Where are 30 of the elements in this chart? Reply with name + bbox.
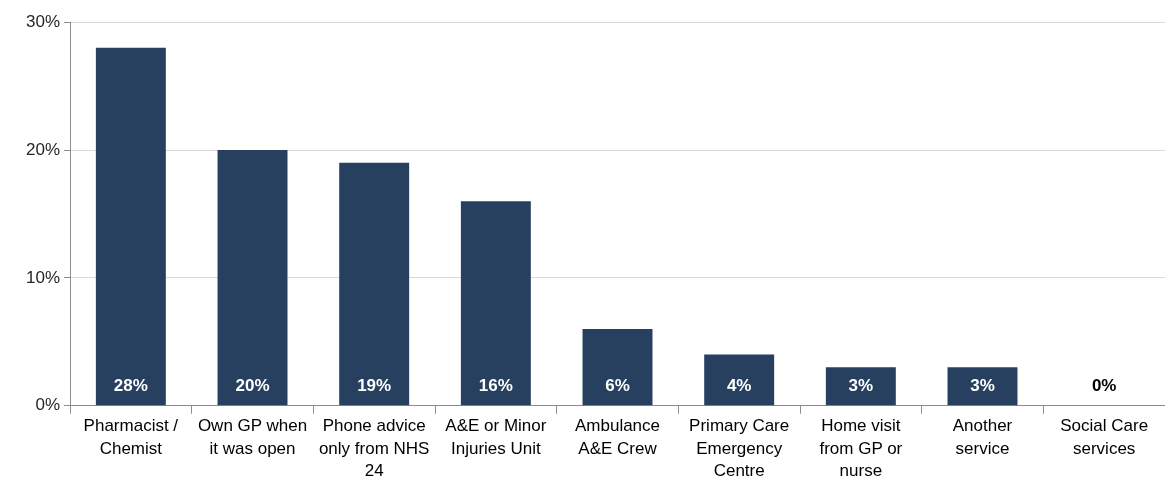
data-label: 0% — [1091, 376, 1117, 396]
y-tick-label: 10% — [25, 267, 61, 287]
x-tick-label: Phone advice only from NHS 24 — [318, 416, 430, 480]
bar — [947, 367, 1018, 406]
x-tick-label: Home visit from GP or nurse — [819, 416, 903, 480]
y-tick-label: 0% — [35, 395, 61, 415]
bar — [217, 150, 288, 406]
bar — [95, 47, 166, 406]
data-label: 4% — [726, 376, 752, 396]
x-tick-label: A&E or Minor Injuries Unit — [445, 416, 547, 458]
data-label: 20% — [235, 376, 270, 396]
bar — [825, 367, 896, 406]
data-label: 16% — [478, 376, 513, 396]
x-tick-label: Ambulance A&E Crew — [574, 416, 661, 458]
x-tick-label: Primary Care Emergency Centre — [689, 416, 790, 480]
data-label: 3% — [848, 376, 874, 396]
bar — [339, 162, 410, 406]
data-label: 3% — [970, 376, 995, 396]
bar — [582, 329, 653, 406]
y-tick-label: 30% — [25, 11, 61, 31]
x-tick-label: Another service — [952, 416, 1013, 458]
y-tick-label: 20% — [25, 139, 61, 159]
data-label: 19% — [357, 376, 392, 396]
data-label: 6% — [605, 376, 630, 396]
bar — [460, 201, 531, 406]
data-label: 28% — [113, 376, 148, 396]
bar — [704, 354, 775, 406]
x-tick-label: Pharmacist / Chemist — [83, 416, 179, 458]
x-tick-label: Social Care services — [1060, 416, 1149, 458]
x-tick-label: Own GP when it was open — [197, 416, 308, 458]
